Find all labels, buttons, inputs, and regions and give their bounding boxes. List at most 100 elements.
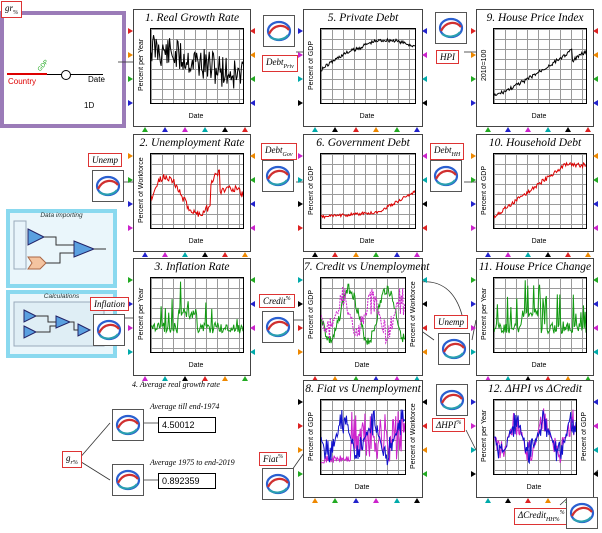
unemp-var-2[interactable]: Unemp	[434, 315, 468, 329]
port-left[interactable]	[128, 153, 133, 159]
plot-icon-hpi[interactable]	[435, 12, 467, 44]
port-right[interactable]	[593, 52, 598, 58]
port-left[interactable]	[128, 28, 133, 34]
plot-icon-debt-hh[interactable]	[430, 160, 462, 192]
port-bottom[interactable]	[393, 498, 400, 503]
port-right[interactable]	[250, 349, 255, 355]
port-bottom[interactable]	[332, 127, 339, 132]
port-left[interactable]	[128, 52, 133, 58]
port-bottom[interactable]	[393, 376, 400, 381]
port-bottom[interactable]	[182, 376, 188, 381]
port-left[interactable]	[298, 399, 303, 405]
port-bottom[interactable]	[222, 127, 228, 132]
chart-panel-11[interactable]: 12. ΔHPI vs ΔCredit Percent per Year Perce…	[471, 380, 598, 503]
port-right[interactable]	[593, 100, 598, 106]
port-right[interactable]	[250, 225, 255, 231]
port-left[interactable]	[298, 153, 303, 159]
port-bottom[interactable]	[505, 127, 511, 132]
port-right[interactable]	[593, 447, 598, 453]
port-bottom[interactable]	[202, 127, 208, 132]
gr-var-bottom[interactable]: gr%	[62, 451, 82, 468]
chart-panel-9[interactable]: 10. Household Debt Percent of GDP Date	[471, 134, 598, 257]
port-bottom[interactable]	[545, 498, 551, 503]
hpi-var[interactable]: HPI	[436, 50, 459, 64]
port-bottom[interactable]	[525, 252, 531, 257]
dhpi-var[interactable]: ΔHPI%	[432, 418, 466, 432]
port-right[interactable]	[422, 399, 427, 405]
port-bottom[interactable]	[525, 498, 531, 503]
port-right[interactable]	[593, 471, 598, 477]
chart-panel-10[interactable]: 11. House Price Change Percent per Year Da…	[471, 258, 598, 381]
port-bottom[interactable]	[373, 127, 380, 132]
port-left[interactable]	[471, 177, 476, 183]
plot-icon-fiat[interactable]	[262, 468, 294, 500]
port-bottom[interactable]	[393, 127, 400, 132]
port-bottom[interactable]	[242, 127, 248, 132]
port-bottom[interactable]	[162, 252, 168, 257]
port-right[interactable]	[422, 349, 427, 355]
port-right[interactable]	[593, 423, 598, 429]
port-bottom[interactable]	[202, 252, 208, 257]
port-bottom[interactable]	[352, 498, 359, 503]
plot-icon-credit[interactable]	[262, 311, 294, 343]
plot-icon-unemp[interactable]	[92, 170, 124, 202]
port-bottom[interactable]	[222, 252, 228, 257]
port-bottom[interactable]	[505, 376, 511, 381]
chart-panel-7[interactable]: 8. Fiat vs Unemployment Percent of GDP Per…	[298, 380, 427, 503]
port-bottom[interactable]	[525, 127, 531, 132]
port-left[interactable]	[128, 177, 133, 183]
port-bottom[interactable]	[485, 127, 491, 132]
port-bottom[interactable]	[525, 376, 531, 381]
port-bottom[interactable]	[545, 252, 551, 257]
port-bottom[interactable]	[545, 127, 551, 132]
data-importing-group[interactable]: Data importing	[6, 209, 117, 288]
port-bottom[interactable]	[545, 376, 551, 381]
port-left[interactable]	[298, 325, 303, 331]
port-left[interactable]	[471, 201, 476, 207]
plot-icon-inflation[interactable]	[93, 314, 125, 346]
debt-priv-var[interactable]: DebtPriv	[262, 55, 298, 72]
port-bottom[interactable]	[393, 252, 400, 257]
port-right[interactable]	[593, 301, 598, 307]
port-right[interactable]	[250, 201, 255, 207]
port-right[interactable]	[422, 52, 427, 58]
port-bottom[interactable]	[585, 376, 591, 381]
plot-icon-debt-priv[interactable]	[263, 15, 295, 47]
port-bottom[interactable]	[142, 127, 148, 132]
port-bottom[interactable]	[565, 127, 571, 132]
port-bottom[interactable]	[485, 498, 491, 503]
port-right[interactable]	[422, 301, 427, 307]
chart-panel-8[interactable]: 9. House Price Index 2010=100 Date	[471, 9, 598, 132]
port-left[interactable]	[128, 225, 133, 231]
port-bottom[interactable]	[565, 252, 571, 257]
port-bottom[interactable]	[242, 376, 248, 381]
port-bottom[interactable]	[182, 252, 188, 257]
inflation-var[interactable]: Inflation	[90, 297, 129, 311]
port-left[interactable]	[471, 423, 476, 429]
port-right[interactable]	[250, 277, 255, 283]
port-right[interactable]	[422, 100, 427, 106]
port-left[interactable]	[128, 277, 133, 283]
port-right[interactable]	[250, 325, 255, 331]
port-bottom[interactable]	[182, 127, 188, 132]
port-right[interactable]	[250, 52, 255, 58]
port-left[interactable]	[471, 349, 476, 355]
port-bottom[interactable]	[505, 252, 511, 257]
port-left[interactable]	[298, 177, 303, 183]
port-bottom[interactable]	[485, 376, 491, 381]
calculations-group[interactable]: Calculations	[6, 290, 117, 358]
port-right[interactable]	[593, 277, 598, 283]
port-bottom[interactable]	[162, 376, 168, 381]
port-left[interactable]	[128, 76, 133, 82]
unemp-var-1[interactable]: Unemp	[88, 153, 122, 167]
port-right[interactable]	[250, 28, 255, 34]
port-bottom[interactable]	[373, 376, 380, 381]
port-right[interactable]	[593, 76, 598, 82]
port-right[interactable]	[593, 325, 598, 331]
port-left[interactable]	[298, 447, 303, 453]
chart-panel-6[interactable]: 7. Credit vs Unemployment Percent of GDP P…	[298, 258, 429, 381]
port-bottom[interactable]	[565, 376, 571, 381]
port-left[interactable]	[471, 447, 476, 453]
chart-panel-3[interactable]: 3. Inflation Rate Percent per Year Date	[128, 258, 255, 381]
port-bottom[interactable]	[373, 252, 380, 257]
